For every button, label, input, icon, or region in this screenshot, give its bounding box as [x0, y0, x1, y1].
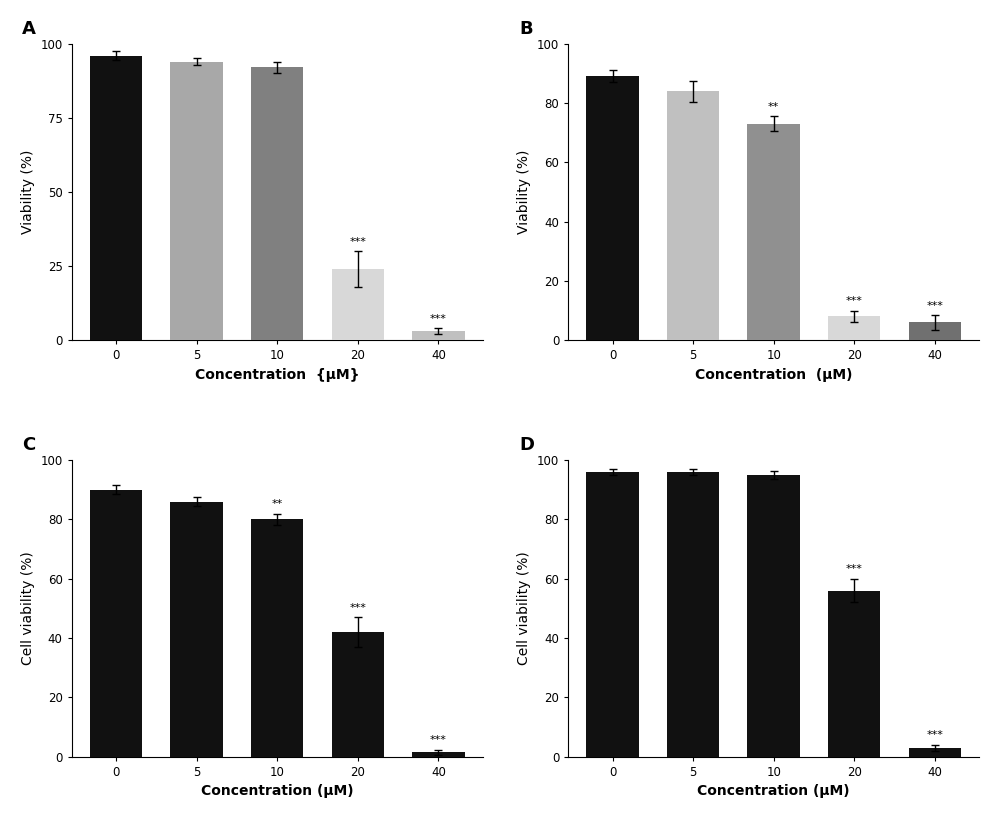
Y-axis label: Cell viability (%): Cell viability (%) — [21, 551, 35, 665]
Bar — [251, 519, 303, 757]
Text: ***: *** — [430, 735, 447, 745]
Bar — [747, 475, 800, 757]
Bar — [828, 590, 880, 757]
Bar — [332, 269, 384, 340]
Text: ***: *** — [846, 564, 863, 574]
Bar — [90, 490, 142, 757]
Text: D: D — [519, 437, 534, 455]
Y-axis label: Cell viability (%): Cell viability (%) — [517, 551, 531, 665]
X-axis label: Concentration  {μM}: Concentration {μM} — [195, 368, 359, 382]
Text: ***: *** — [846, 296, 863, 306]
Bar — [828, 316, 880, 340]
Text: ***: *** — [926, 731, 943, 740]
Bar — [332, 632, 384, 757]
Text: **: ** — [768, 102, 779, 112]
Bar — [412, 752, 465, 757]
Text: ***: *** — [430, 314, 447, 324]
Y-axis label: Viability (%): Viability (%) — [517, 150, 531, 234]
Bar — [586, 76, 639, 340]
Bar — [170, 502, 223, 757]
Text: ***: *** — [349, 603, 366, 613]
X-axis label: Concentration  (μM): Concentration (μM) — [695, 368, 852, 382]
X-axis label: Concentration (μM): Concentration (μM) — [201, 784, 353, 799]
Text: ***: *** — [926, 301, 943, 310]
Text: A: A — [22, 20, 36, 38]
Bar — [412, 331, 465, 340]
Bar — [909, 748, 961, 757]
Text: ***: *** — [349, 237, 366, 247]
Bar — [667, 91, 719, 340]
Text: **: ** — [272, 499, 283, 509]
Text: C: C — [22, 437, 36, 455]
Bar — [90, 56, 142, 340]
Bar — [251, 67, 303, 340]
Bar — [667, 472, 719, 757]
Bar — [586, 472, 639, 757]
X-axis label: Concentration (μM): Concentration (μM) — [697, 784, 850, 799]
Bar — [747, 124, 800, 340]
Bar — [170, 61, 223, 340]
Y-axis label: Viability (%): Viability (%) — [21, 150, 35, 234]
Bar — [909, 323, 961, 340]
Text: B: B — [519, 20, 533, 38]
